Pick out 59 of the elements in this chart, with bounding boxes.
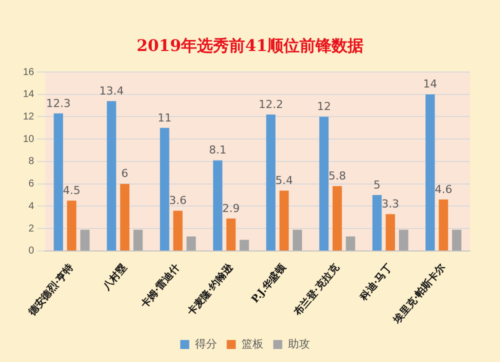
data-label: 14: [423, 78, 438, 91]
bar: [319, 116, 329, 250]
bar: [67, 200, 76, 250]
data-label: 11: [158, 111, 172, 124]
data-label: 3.6: [169, 194, 187, 208]
data-label: 3.3: [382, 197, 400, 210]
bar: [213, 160, 222, 250]
data-label: 5.4: [275, 174, 293, 187]
bar: [398, 230, 408, 250]
data-label: 6: [121, 167, 128, 180]
bar: [266, 114, 276, 250]
y-tick-label: 4: [28, 200, 35, 212]
x-tick-label: 卡姆·雷迪什: [138, 262, 182, 312]
y-tick-label: 8: [28, 156, 35, 168]
bar: [54, 113, 64, 250]
data-label: 8.1: [208, 144, 226, 157]
bar: [372, 195, 382, 250]
bar: [106, 101, 116, 250]
data-label: 2.9: [222, 202, 240, 215]
data-label: 5.8: [328, 169, 346, 182]
y-tick-label: 2: [28, 223, 35, 234]
data-label: 12: [316, 100, 331, 114]
bar: [438, 200, 448, 250]
chart-title: 2019年选秀前41顺位前锋数据: [136, 36, 364, 57]
y-tick-label: 16: [23, 66, 35, 78]
bar: [80, 230, 90, 250]
data-label: 12.3: [46, 96, 71, 110]
bar: [173, 210, 183, 250]
data-label: 4.5: [62, 184, 80, 198]
bar: [279, 190, 289, 250]
bar: [346, 236, 356, 250]
bar: [133, 230, 143, 250]
bar: [160, 128, 170, 250]
data-label: 13.4: [99, 84, 124, 98]
x-tick-label: 卡麦隆·约翰逊: [184, 260, 236, 319]
bar: [292, 230, 302, 250]
bar: [426, 94, 435, 250]
legend-label: 篮板: [241, 338, 264, 351]
data-label: 4.6: [434, 182, 452, 196]
bar: [186, 236, 196, 250]
y-tick-label: 14: [23, 89, 35, 100]
x-tick-label: 德安德烈·亨特: [25, 262, 76, 319]
y-tick-label: 10: [23, 134, 35, 145]
bar: [226, 218, 236, 250]
bar: [332, 186, 342, 250]
y-tick-label: 0: [28, 246, 35, 257]
bar: [386, 214, 395, 250]
legend-label: 助攻: [288, 338, 310, 351]
bar: [452, 230, 462, 250]
bar: [120, 184, 130, 250]
x-tick-label: 布兰登·克拉克: [290, 260, 342, 319]
bar: [240, 240, 249, 250]
data-label: 5: [374, 178, 381, 192]
y-tick-label: 12: [23, 112, 35, 122]
x-tick-label: 八村塁: [100, 262, 130, 294]
y-tick-label: 6: [28, 178, 35, 190]
x-tick-label: P.J.华盛顿: [249, 260, 290, 306]
data-label: 12.2: [258, 98, 284, 111]
legend-label: 得分: [194, 338, 217, 351]
